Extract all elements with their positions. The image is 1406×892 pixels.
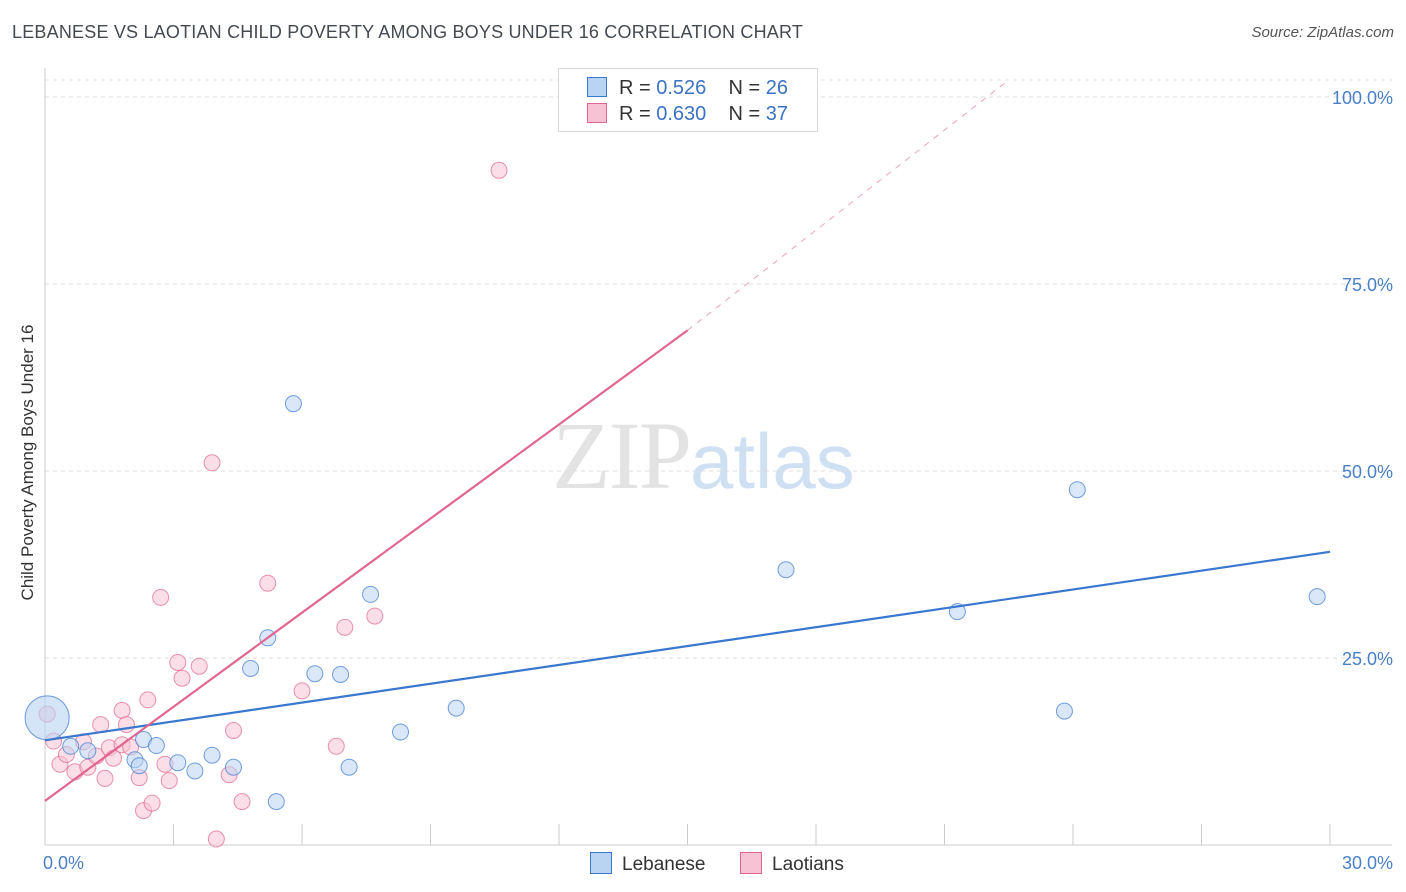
point-laotians-36: [490, 161, 508, 179]
point-lebanese-18: [362, 585, 380, 603]
legend-r-value-laotians: 0.630: [656, 103, 707, 125]
point-lebanese-6: [147, 737, 165, 755]
bottom-legend-swatch-lebanese: [590, 852, 612, 874]
legend-r-label-lebanese: R =: [619, 77, 657, 99]
point-lebanese-16: [332, 665, 350, 683]
point-laotians-26: [203, 454, 221, 472]
legend-r-value-lebanese: 0.526: [656, 77, 707, 99]
point-lebanese-21: [777, 561, 795, 579]
point-lebanese-14: [284, 395, 302, 413]
point-lebanese-2: [79, 742, 97, 760]
bottom-legend-laotians: Laotians: [740, 852, 844, 876]
bottom-legend-label-lebanese: Lebanese: [622, 854, 706, 875]
point-laotians-23: [169, 653, 187, 671]
point-lebanese-7: [169, 754, 187, 772]
legend-n-value-lebanese: 26: [765, 77, 789, 99]
point-lebanese-24: [1068, 481, 1086, 499]
legend-r-label-laotians: R =: [619, 103, 657, 125]
watermark-zip: ZIP: [552, 402, 692, 509]
trendline-extension-laotians: [687, 79, 1010, 331]
point-lebanese-8: [186, 762, 204, 780]
point-lebanese-19: [392, 723, 410, 741]
point-lebanese-17: [340, 758, 358, 776]
point-lebanese-11: [242, 659, 260, 677]
legend-n-label-lebanese: N =: [728, 77, 766, 99]
point-laotians-34: [336, 618, 354, 636]
bottom-legend-lebanese: Lebanese: [590, 852, 705, 876]
legend-n-value-laotians: 37: [765, 103, 789, 125]
x-tick-label-0: 0.0%: [43, 853, 84, 873]
point-lebanese-1: [62, 737, 80, 755]
trendline-laotians: [44, 329, 689, 802]
legend-n-label-laotians: N =: [728, 103, 766, 125]
point-lebanese-20: [447, 699, 465, 717]
point-laotians-24: [173, 669, 191, 687]
bottom-legend-swatch-laotians: [740, 852, 762, 874]
point-laotians-22: [160, 772, 178, 790]
point-lebanese-25: [1308, 588, 1326, 606]
watermark-atlas: atlas: [690, 417, 855, 505]
legend-row-lebanese: R = 0.526 N = 26: [587, 77, 788, 99]
point-laotians-18: [139, 691, 157, 709]
legend-swatch-laotians: [587, 103, 607, 123]
legend-row-laotians: R = 0.630 N = 37: [587, 103, 788, 125]
source-label: Source: ZipAtlas.com: [1251, 24, 1394, 41]
point-lebanese-23: [1055, 702, 1073, 720]
legend-swatch-lebanese: [587, 77, 607, 97]
point-laotians-30: [233, 793, 251, 811]
y-axis-label: Child Poverty Among Boys Under 16: [18, 325, 37, 601]
point-lebanese-0: [24, 695, 70, 741]
point-laotians-9: [96, 769, 114, 787]
point-laotians-19: [143, 794, 161, 812]
y-tick-label-2: 75.0%: [1342, 275, 1393, 295]
point-laotians-25: [190, 657, 208, 675]
bottom-legend-label-laotians: Laotians: [772, 854, 844, 875]
chart-title: LEBANESE VS LAOTIAN CHILD POVERTY AMONG …: [12, 22, 804, 42]
point-lebanese-9: [203, 746, 221, 764]
point-laotians-8: [92, 716, 110, 734]
point-laotians-32: [293, 682, 311, 700]
point-lebanese-10: [224, 758, 242, 776]
point-laotians-35: [366, 607, 384, 625]
watermark: ZIPatlas: [552, 400, 855, 511]
point-laotians-33: [327, 737, 345, 755]
y-tick-label-0: 25.0%: [1342, 649, 1393, 669]
point-laotians-20: [152, 588, 170, 606]
point-lebanese-5: [130, 757, 148, 775]
y-tick-label-1: 50.0%: [1342, 462, 1393, 482]
legend: R = 0.526 N = 26 R = 0.630 N = 37: [558, 68, 818, 132]
y-tick-label-3: 100.0%: [1332, 88, 1393, 108]
point-laotians-13: [113, 701, 131, 719]
point-laotians-29: [224, 722, 242, 740]
point-lebanese-15: [306, 665, 324, 683]
point-laotians-27: [207, 830, 225, 848]
trendline-lebanese: [44, 550, 1331, 742]
point-lebanese-13: [267, 793, 285, 811]
x-tick-label-1: 30.0%: [1342, 853, 1393, 873]
point-laotians-31: [259, 574, 277, 592]
